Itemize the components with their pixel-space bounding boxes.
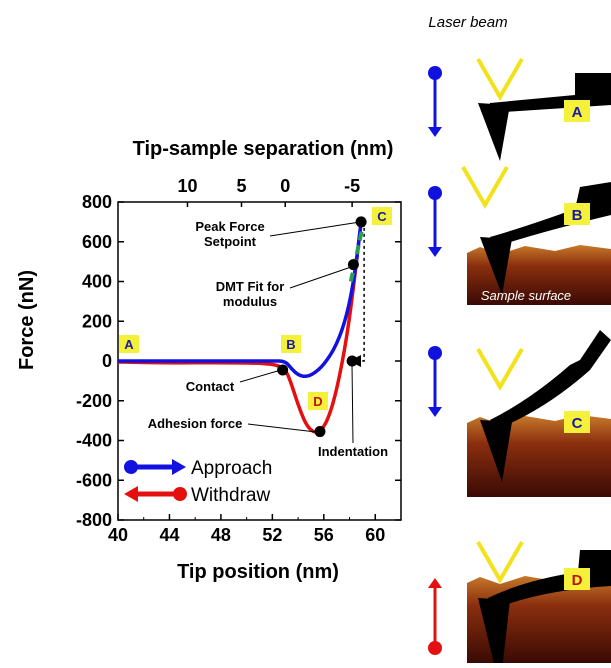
y-tick-labels: 800 600 400 200 0 -200 -400 -600 -800: [76, 192, 112, 530]
point-adhesion: [314, 426, 326, 438]
panel-label-a: A: [572, 104, 583, 121]
y-tick-label-8: -800: [76, 510, 112, 530]
annotation-dmt-line2: modulus: [223, 294, 277, 309]
y-tick-label-7: -600: [76, 470, 112, 490]
series-line-approach: [118, 221, 363, 379]
laser-beam-icon: [476, 57, 524, 101]
plot-stage-label-c: C: [372, 207, 392, 225]
svg-text:D: D: [313, 394, 322, 409]
panel-label-c: C: [572, 415, 583, 432]
annotation-indentation: Indentation: [318, 444, 388, 459]
indentation-bracket: [349, 221, 365, 367]
sample-surface-label: Sample surface: [481, 288, 571, 303]
plot-stage-label-d: D: [308, 392, 328, 410]
annotation-peak-line1: Peak Force: [195, 219, 264, 234]
afm-tip-icon: [478, 103, 510, 161]
panel-d: D: [428, 540, 611, 668]
top-tick-label-1: 5: [236, 176, 246, 196]
down-arrow-icon: [428, 407, 442, 417]
laser-beam-icon: [476, 540, 524, 584]
point-contact: [277, 364, 289, 376]
annotation-adhesion: Adhesion force: [148, 416, 243, 431]
plot-stage-label-b: B: [281, 335, 301, 353]
x-tick-label-1: 44: [159, 525, 179, 545]
laser-beam-icon: [461, 165, 509, 209]
afm-tip-icon: [480, 237, 512, 295]
point-indentation: [346, 355, 358, 367]
annotation-dmt-leader: [289, 265, 355, 289]
panel-label-box: [564, 568, 590, 590]
x-tick-labels: 40 44 48 52 56 60: [108, 525, 385, 545]
x-tick-label-0: 40: [108, 525, 128, 545]
afm-tip-icon: [480, 420, 512, 482]
annotation-contact-leader: [239, 369, 282, 383]
laser-beam-label: Laser beam: [428, 14, 507, 31]
legend-approach: Approach: [124, 458, 272, 479]
legend-approach-label: Approach: [191, 458, 272, 479]
panel-label-box: [564, 411, 590, 433]
laser-beam-icon: [476, 347, 524, 391]
key-points: [277, 216, 367, 438]
dmt-fit-line: [348, 221, 366, 282]
top-axis-ticks: 10 5 0 -5: [177, 176, 360, 207]
y-tick-label-5: -200: [76, 391, 112, 411]
panel-c: C: [428, 330, 611, 497]
panel-label-d: D: [572, 572, 583, 589]
annotation-indentation-leader: [351, 363, 354, 444]
panel-label-b: B: [572, 207, 583, 224]
x-tick-label-4: 56: [314, 525, 334, 545]
x-axis-label: Tip position (nm): [177, 561, 339, 583]
top-tick-label-2: 0: [280, 176, 290, 196]
svg-text:C: C: [377, 209, 387, 224]
series-group: [117, 221, 363, 434]
top-axis-label: Tip-sample separation (nm): [133, 138, 394, 160]
point-peak: [355, 216, 367, 228]
annotation-dmt-line1: DMT Fit for: [216, 279, 285, 294]
down-arrow-icon: [428, 127, 442, 137]
y-tick-label-2: 400: [82, 272, 112, 292]
annotation-contact: Contact: [186, 379, 235, 394]
x-tick-label-5: 60: [365, 525, 385, 545]
svg-text:B: B: [286, 337, 295, 352]
x-tick-label-2: 48: [211, 525, 231, 545]
y-axis-label: Force (nN): [16, 270, 38, 370]
cantilever-panels: A B Sample surface C D: [428, 57, 611, 668]
annotation-peak-leader: [269, 221, 361, 237]
annotation-adhesion-leader: [247, 423, 317, 433]
panel-label-box: [564, 100, 590, 122]
panel-label-box: [564, 203, 590, 225]
cantilever-icon: [490, 182, 611, 247]
svg-text:A: A: [124, 337, 134, 352]
up-arrow-icon: [428, 578, 442, 588]
withdraw-arrow-dot: [428, 641, 442, 655]
y-tick-label-4: 0: [102, 351, 112, 371]
point-dmt: [347, 259, 359, 271]
down-arrow-icon: [428, 247, 442, 257]
y-tick-label-1: 600: [82, 232, 112, 252]
cantilever-icon: [490, 330, 611, 430]
annotation-peak-line2: Setpoint: [204, 234, 257, 249]
x-tick-label-3: 52: [262, 525, 282, 545]
y-tick-label-3: 200: [82, 311, 112, 331]
legend-withdraw: Withdraw: [124, 485, 270, 506]
legend-withdraw-label: Withdraw: [191, 485, 270, 506]
plot-stage-label-a: A: [119, 335, 139, 353]
legend: Approach Withdraw: [124, 458, 272, 506]
cantilever-icon: [488, 550, 611, 610]
afm-tip-icon: [478, 598, 510, 668]
panel-a: A: [428, 57, 611, 161]
y-tick-label-0: 800: [82, 192, 112, 212]
panel-b: B Sample surface: [428, 165, 611, 305]
y-tick-label-6: -400: [76, 431, 112, 451]
top-tick-label-3: -5: [344, 176, 360, 196]
top-tick-label-0: 10: [177, 176, 197, 196]
